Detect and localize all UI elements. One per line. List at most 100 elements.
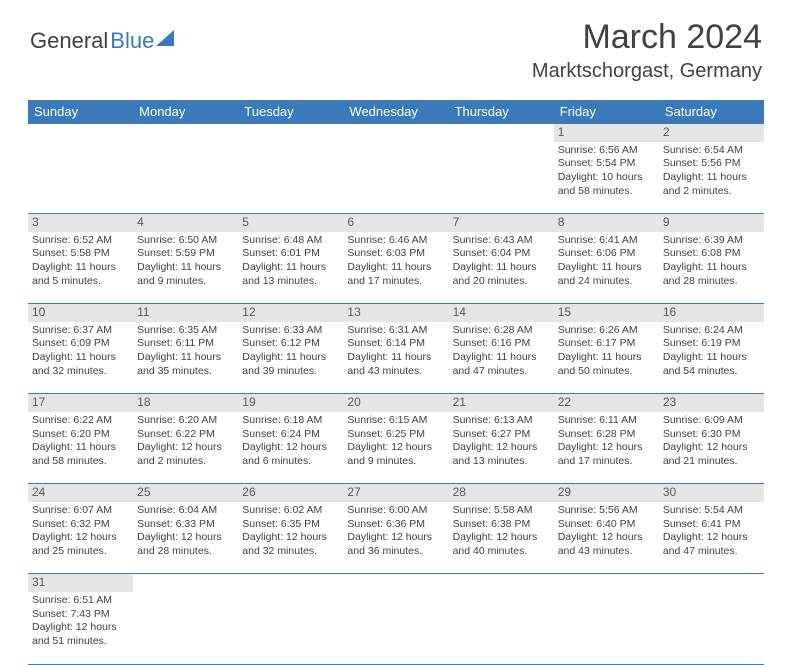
logo-blue: Blue: [110, 28, 154, 54]
daylight1-text: Daylight: 10 hours: [558, 171, 655, 185]
sunset-text: Sunset: 6:32 PM: [32, 518, 129, 532]
daylight1-text: Daylight: 12 hours: [137, 441, 234, 455]
daylight1-text: Daylight: 12 hours: [453, 531, 550, 545]
day-number-cell: 31: [28, 574, 133, 592]
daylight2-text: and 20 minutes.: [453, 275, 550, 289]
day-header: Sunday: [28, 100, 133, 124]
daylight2-text: and 21 minutes.: [663, 455, 760, 469]
day-number-cell: 9: [659, 214, 764, 232]
sunrise-text: Sunrise: 6:13 AM: [453, 414, 550, 428]
day-number-cell: 23: [659, 394, 764, 412]
day-detail-cell: Sunrise: 6:46 AMSunset: 6:03 PMDaylight:…: [343, 232, 448, 304]
daylight1-text: Daylight: 11 hours: [558, 261, 655, 275]
daylight2-text: and 24 minutes.: [558, 275, 655, 289]
day-header: Saturday: [659, 100, 764, 124]
day-number-cell: 13: [343, 304, 448, 322]
day-detail-cell: Sunrise: 6:15 AMSunset: 6:25 PMDaylight:…: [343, 412, 448, 484]
sunset-text: Sunset: 6:16 PM: [453, 337, 550, 351]
day-detail-cell: [238, 592, 343, 664]
daylight2-text: and 9 minutes.: [347, 455, 444, 469]
day-number-cell: [133, 574, 238, 592]
day-detail-cell: Sunrise: 6:56 AMSunset: 5:54 PMDaylight:…: [554, 142, 659, 214]
day-detail-cell: Sunrise: 6:48 AMSunset: 6:01 PMDaylight:…: [238, 232, 343, 304]
daylight2-text: and 2 minutes.: [663, 185, 760, 199]
day-number-cell: [449, 124, 554, 142]
sunrise-text: Sunrise: 6:43 AM: [453, 234, 550, 248]
day-detail-cell: Sunrise: 6:07 AMSunset: 6:32 PMDaylight:…: [28, 502, 133, 574]
sunrise-text: Sunrise: 6:33 AM: [242, 324, 339, 338]
day-number-cell: 27: [343, 484, 448, 502]
day-number-cell: 3: [28, 214, 133, 232]
sunrise-text: Sunrise: 6:24 AM: [663, 324, 760, 338]
daynum-row: 31: [28, 574, 764, 592]
daylight2-text: and 40 minutes.: [453, 545, 550, 559]
day-number-cell: [659, 574, 764, 592]
daylight1-text: Daylight: 12 hours: [242, 531, 339, 545]
sunrise-text: Sunrise: 6:37 AM: [32, 324, 129, 338]
sunset-text: Sunset: 6:38 PM: [453, 518, 550, 532]
sunset-text: Sunset: 6:09 PM: [32, 337, 129, 351]
page-title: March 2024: [582, 18, 762, 57]
day-detail-cell: Sunrise: 6:00 AMSunset: 6:36 PMDaylight:…: [343, 502, 448, 574]
day-number-cell: [133, 124, 238, 142]
daynum-row: 10111213141516: [28, 304, 764, 322]
daylight1-text: Daylight: 12 hours: [558, 441, 655, 455]
daylight2-text: and 17 minutes.: [347, 275, 444, 289]
daylight2-text: and 5 minutes.: [32, 275, 129, 289]
day-number-cell: [449, 574, 554, 592]
day-number-cell: 8: [554, 214, 659, 232]
sunrise-text: Sunrise: 6:26 AM: [558, 324, 655, 338]
sunset-text: Sunset: 6:36 PM: [347, 518, 444, 532]
day-detail-cell: Sunrise: 6:52 AMSunset: 5:58 PMDaylight:…: [28, 232, 133, 304]
day-detail-cell: Sunrise: 6:20 AMSunset: 6:22 PMDaylight:…: [133, 412, 238, 484]
day-number-cell: 25: [133, 484, 238, 502]
sunset-text: Sunset: 5:58 PM: [32, 247, 129, 261]
daylight2-text: and 50 minutes.: [558, 365, 655, 379]
day-number-cell: 22: [554, 394, 659, 412]
sunset-text: Sunset: 5:59 PM: [137, 247, 234, 261]
day-number-cell: 20: [343, 394, 448, 412]
day-number-cell: 16: [659, 304, 764, 322]
day-header: Thursday: [449, 100, 554, 124]
day-header-row: Sunday Monday Tuesday Wednesday Thursday…: [28, 100, 764, 124]
day-detail-cell: Sunrise: 6:28 AMSunset: 6:16 PMDaylight:…: [449, 322, 554, 394]
sunrise-text: Sunrise: 6:35 AM: [137, 324, 234, 338]
daylight2-text: and 43 minutes.: [347, 365, 444, 379]
daylight2-text: and 58 minutes.: [32, 455, 129, 469]
sunrise-text: Sunrise: 6:41 AM: [558, 234, 655, 248]
sunrise-text: Sunrise: 5:58 AM: [453, 504, 550, 518]
daylight2-text: and 32 minutes.: [32, 365, 129, 379]
day-detail-row: Sunrise: 6:22 AMSunset: 6:20 PMDaylight:…: [28, 412, 764, 484]
day-detail-row: Sunrise: 6:52 AMSunset: 5:58 PMDaylight:…: [28, 232, 764, 304]
day-number-cell: 15: [554, 304, 659, 322]
day-number-cell: 24: [28, 484, 133, 502]
sail-icon: [156, 30, 178, 53]
day-detail-cell: Sunrise: 6:24 AMSunset: 6:19 PMDaylight:…: [659, 322, 764, 394]
day-detail-cell: Sunrise: 6:26 AMSunset: 6:17 PMDaylight:…: [554, 322, 659, 394]
day-detail-cell: [133, 592, 238, 664]
sunset-text: Sunset: 6:11 PM: [137, 337, 234, 351]
day-detail-cell: Sunrise: 6:11 AMSunset: 6:28 PMDaylight:…: [554, 412, 659, 484]
day-header: Tuesday: [238, 100, 343, 124]
daylight1-text: Daylight: 12 hours: [32, 531, 129, 545]
sunrise-text: Sunrise: 6:15 AM: [347, 414, 444, 428]
daynum-row: 24252627282930: [28, 484, 764, 502]
day-number-cell: 28: [449, 484, 554, 502]
day-detail-row: Sunrise: 6:56 AMSunset: 5:54 PMDaylight:…: [28, 142, 764, 214]
day-detail-cell: [554, 592, 659, 664]
day-detail-cell: Sunrise: 6:50 AMSunset: 5:59 PMDaylight:…: [133, 232, 238, 304]
day-detail-cell: [238, 142, 343, 214]
day-number-cell: 29: [554, 484, 659, 502]
daynum-row: 12: [28, 124, 764, 142]
sunrise-text: Sunrise: 6:50 AM: [137, 234, 234, 248]
sunrise-text: Sunrise: 6:54 AM: [663, 144, 760, 158]
day-number-cell: [238, 124, 343, 142]
sunset-text: Sunset: 6:06 PM: [558, 247, 655, 261]
day-number-cell: 19: [238, 394, 343, 412]
sunrise-text: Sunrise: 6:22 AM: [32, 414, 129, 428]
daylight2-text: and 58 minutes.: [558, 185, 655, 199]
daylight2-text: and 2 minutes.: [137, 455, 234, 469]
daylight2-text: and 13 minutes.: [242, 275, 339, 289]
daylight1-text: Daylight: 11 hours: [663, 171, 760, 185]
day-detail-cell: Sunrise: 6:37 AMSunset: 6:09 PMDaylight:…: [28, 322, 133, 394]
